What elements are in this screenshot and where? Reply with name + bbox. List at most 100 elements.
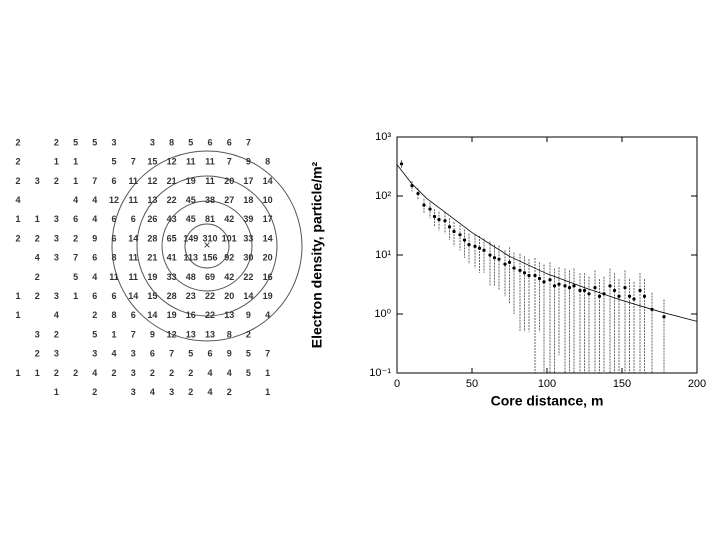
grid-value: 33 — [243, 233, 253, 243]
grid-value: 13 — [147, 195, 157, 205]
grid-value: 9 — [227, 349, 232, 359]
grid-value: 1 — [73, 157, 78, 167]
grid-value: 4 — [15, 195, 20, 205]
grid-value: 6 — [131, 310, 136, 320]
contour — [161, 200, 253, 292]
grid-value: 5 — [188, 349, 193, 359]
data-point — [548, 278, 552, 282]
grid-value: 2 — [92, 387, 97, 397]
grid-value: 3 — [54, 291, 59, 301]
grid-value: 6 — [111, 291, 116, 301]
plot-area — [397, 159, 697, 373]
data-point — [582, 288, 587, 293]
grid-value: 21 — [167, 176, 177, 186]
grid-value: 28 — [167, 291, 177, 301]
grid-value: 14 — [147, 310, 157, 320]
grid-value: 2 — [54, 368, 59, 378]
grid-value: 1 — [54, 157, 59, 167]
grid-value: 19 — [167, 310, 177, 320]
grid-value: 3 — [150, 137, 155, 147]
grid-value: 92 — [224, 253, 234, 263]
grid-value: 23 — [186, 291, 196, 301]
data-point — [597, 294, 602, 298]
grid-value: 1 — [111, 329, 116, 339]
grid-value: 11 — [109, 272, 119, 282]
grid-value: 22 — [205, 310, 215, 320]
grid-value: 2 — [73, 233, 78, 243]
grid-value: 1 — [265, 387, 270, 397]
data-point — [428, 207, 432, 211]
data-point — [632, 297, 636, 301]
grid-value: 11 — [128, 272, 138, 282]
grid-value: 4 — [207, 387, 212, 397]
grid-value: 3 — [54, 253, 59, 263]
grid-value: 21 — [147, 253, 157, 263]
grid-value: 11 — [128, 253, 138, 263]
grid-value: 4 — [265, 310, 270, 320]
data-point — [443, 219, 447, 223]
x-tick-label: 200 — [688, 378, 706, 390]
grid-value: 6 — [73, 214, 78, 224]
grid-value: 2 — [35, 233, 40, 243]
grid-value: 3 — [54, 233, 59, 243]
grid-value: 14 — [263, 233, 273, 243]
grid-value: 19 — [263, 291, 273, 301]
grid-value: 20 — [224, 291, 234, 301]
grid-value: 81 — [205, 214, 215, 224]
data-point — [617, 294, 621, 298]
grid-value: 1 — [15, 310, 20, 320]
data-point — [518, 268, 522, 272]
grid-value: 5 — [92, 137, 97, 147]
grid-value: 41 — [167, 253, 177, 263]
grid-value: 27 — [224, 195, 234, 205]
data-point — [522, 271, 527, 275]
grid-value: 6 — [92, 291, 97, 301]
data-point — [662, 315, 666, 319]
plot: 0 50 100 150 200 10⁻¹ 10⁰ 10¹ 10² 10³ — [369, 131, 706, 390]
grid-value: 12 — [167, 329, 177, 339]
density-grid: 2 2 5 5 3 3 8 5 6 6 72 1 1 5 7 15 12 11 11 7 9 82 3 2 1 7 6 11 12 21 1… — [15, 137, 272, 397]
grid-value: 5 — [246, 368, 251, 378]
grid-value: 6 — [207, 137, 212, 147]
grid-value: 2 — [188, 368, 193, 378]
grid-value: 5 — [73, 137, 78, 147]
grid-value: 16 — [263, 272, 273, 282]
data-point — [497, 257, 501, 261]
grid-value: 14 — [128, 233, 138, 243]
grid-value: 2 — [150, 368, 155, 378]
data-point — [542, 280, 546, 284]
data-point — [482, 248, 486, 252]
grid-value: 4 — [111, 349, 116, 359]
grid-value: 4 — [92, 272, 97, 282]
grid-value: 13 — [186, 329, 196, 339]
grid-value: 2 — [246, 329, 251, 339]
grid-value: 28 — [147, 233, 157, 243]
grid-value: 1 — [73, 176, 78, 186]
grid-value: 13 — [205, 329, 215, 339]
core-marker: × — [203, 238, 210, 252]
grid-value: 26 — [147, 214, 157, 224]
data-point — [627, 294, 632, 298]
grid-value: 6 — [227, 137, 232, 147]
data-point — [467, 243, 471, 247]
y-tick-label: 10⁰ — [374, 308, 391, 320]
grid-value: 3 — [131, 368, 136, 378]
grid-value: 11 — [205, 157, 215, 167]
data-point — [578, 288, 582, 293]
grid-value: 6 — [111, 176, 116, 186]
grid-value: 22 — [243, 272, 253, 282]
grid-value: 4 — [92, 195, 97, 205]
grid-value: 1 — [35, 368, 40, 378]
grid-value: 1 — [15, 368, 20, 378]
grid-value: 6 — [131, 214, 136, 224]
data-point — [552, 284, 557, 288]
plot-frame — [396, 136, 698, 374]
grid-value: 6 — [150, 349, 155, 359]
grid-value: 8 — [227, 329, 232, 339]
grid-value: 3 — [35, 329, 40, 339]
data-point — [537, 276, 542, 281]
grid-value: 1 — [35, 214, 40, 224]
y-tick-label: 10³ — [375, 131, 391, 143]
grid-value: 19 — [186, 176, 196, 186]
grid-value: 1 — [15, 291, 20, 301]
